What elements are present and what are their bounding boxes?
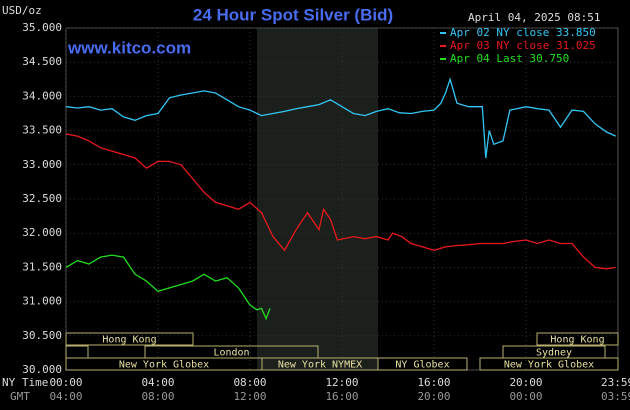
- session-label: New York Globex: [119, 360, 209, 371]
- session-label: Hong Kong: [550, 335, 604, 346]
- y-axis-label: USD/oz: [2, 4, 42, 17]
- gmt-tick-label: 03:59: [601, 390, 630, 403]
- y-tick-label: 32.500: [22, 192, 62, 205]
- session-shade: [257, 28, 378, 370]
- y-tick-label: 35.000: [22, 21, 62, 34]
- legend-label: Apr 02 NY close 33.850: [450, 26, 596, 39]
- gmt-tick-label: 20:00: [417, 390, 450, 403]
- legend-label: Apr 04 Last 30.750: [450, 52, 569, 65]
- y-tick-label: 30.500: [22, 329, 62, 342]
- gmt-tick-label: 00:00: [509, 390, 542, 403]
- x-tick-label: 00:00: [49, 376, 82, 389]
- x-tick-label: 20:00: [509, 376, 542, 389]
- x-tick-label: 12:00: [325, 376, 358, 389]
- chart-title: 24 Hour Spot Silver (Bid): [193, 5, 393, 24]
- session-box: [536, 332, 619, 346]
- session-label: London: [213, 348, 249, 359]
- session-label: New York Globex: [504, 360, 594, 371]
- timestamp: April 04, 2025 08:51: [468, 11, 600, 24]
- y-tick-label: 34.500: [22, 55, 62, 68]
- y-tick-label: 30.000: [22, 363, 62, 376]
- watermark: www.kitco.com: [67, 38, 191, 57]
- gmt-tick-label: 16:00: [325, 390, 358, 403]
- session-label: New York NYMEX: [278, 360, 362, 371]
- gmt-tick-label: 12:00: [233, 390, 266, 403]
- session-box: [377, 357, 468, 371]
- session-label: NY Globex: [395, 360, 449, 371]
- y-tick-label: 33.500: [22, 124, 62, 137]
- y-tick-label: 32.000: [22, 226, 62, 239]
- x-tick-label: 16:00: [417, 376, 450, 389]
- x-tick-label: 23:59: [601, 376, 630, 389]
- x-row-label: NY Time: [2, 376, 48, 389]
- line-series: [65, 254, 271, 321]
- y-tick-label: 33.000: [22, 158, 62, 171]
- legend-label: Apr 03 NY close 31.025: [450, 39, 596, 52]
- gmt-tick-label: 04:00: [49, 390, 82, 403]
- line-series: [65, 133, 616, 270]
- y-tick-label: 31.000: [22, 295, 62, 308]
- session-label: Hong Kong: [102, 335, 156, 346]
- x-tick-label: 08:00: [233, 376, 266, 389]
- y-tick-label: 34.000: [22, 89, 62, 102]
- y-tick-label: 31.500: [22, 260, 62, 273]
- session-box: [479, 357, 619, 371]
- session-box: [65, 332, 194, 346]
- session-label: Sydney: [536, 348, 572, 359]
- line-series: [65, 77, 616, 159]
- x-row-label: GMT: [10, 390, 30, 403]
- gmt-tick-label: 08:00: [141, 390, 174, 403]
- x-tick-label: 04:00: [141, 376, 174, 389]
